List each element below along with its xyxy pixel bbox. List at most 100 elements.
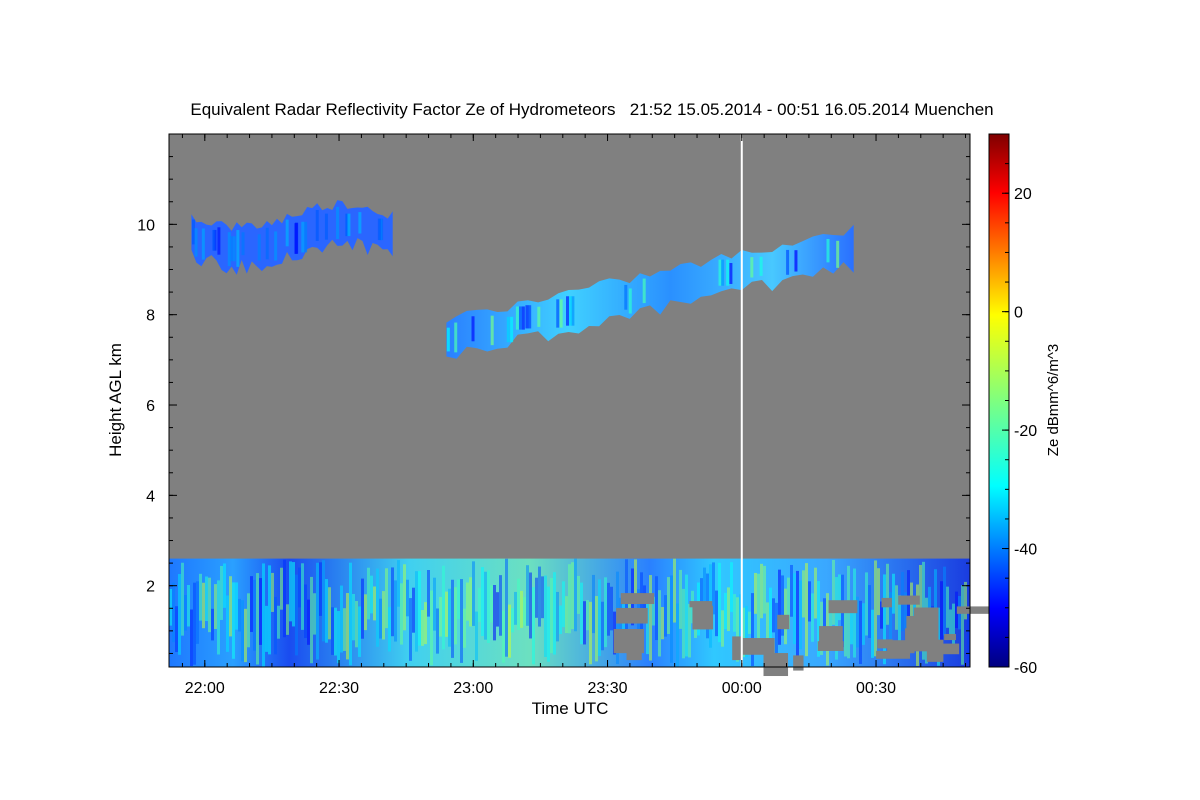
- echo-streak: [667, 577, 670, 634]
- echo-streak: [313, 593, 316, 635]
- echo-streak: [904, 592, 907, 629]
- echo-streak: [475, 611, 478, 661]
- echo-streak: [244, 608, 247, 663]
- echo-streak: [379, 598, 382, 639]
- echo-streak: [487, 570, 490, 643]
- echo-streak: [802, 570, 805, 618]
- echo-streak: [490, 585, 493, 623]
- echo-streak: [274, 596, 277, 655]
- echo-streak: [598, 579, 601, 657]
- echo-streak: [289, 561, 292, 622]
- echo-gap: [828, 600, 858, 614]
- echo-streak: [769, 587, 772, 652]
- echo-streak: [673, 558, 676, 623]
- y-axis-title: Height AGL km: [106, 343, 125, 457]
- echo-regions: [169, 200, 990, 677]
- echo-streak: [718, 259, 722, 286]
- echo-streak: [856, 596, 859, 648]
- echo-streak: [790, 564, 793, 617]
- echo-streak: [367, 567, 370, 620]
- echo-streak: [550, 577, 553, 654]
- echo-streak: [718, 562, 721, 643]
- echo-streak: [649, 575, 652, 661]
- echo-streak: [169, 588, 172, 626]
- echo-streak: [652, 596, 655, 626]
- echo-streak: [451, 579, 454, 658]
- echo-streak: [514, 591, 517, 625]
- echo-streak: [190, 609, 193, 666]
- echo-streak: [388, 607, 391, 652]
- echo-streak: [937, 607, 940, 666]
- echo-streak: [241, 600, 244, 662]
- echo-streak: [268, 565, 271, 655]
- echo-streak: [670, 575, 673, 663]
- echo-streak: [589, 601, 592, 665]
- echo-streak: [238, 598, 241, 632]
- echo-streak: [316, 562, 319, 660]
- echo-streak: [763, 565, 766, 614]
- echo-streak: [194, 228, 198, 257]
- echo-streak: [265, 605, 268, 652]
- echo-streak: [347, 213, 351, 237]
- echo-streak: [559, 299, 563, 328]
- echo-streak: [187, 585, 190, 627]
- echo-streak: [454, 322, 458, 353]
- echo-streak: [688, 603, 691, 658]
- echo-streak: [184, 595, 187, 631]
- echo-streak: [201, 228, 205, 260]
- echo-streak: [229, 236, 233, 262]
- echo-streak: [794, 250, 798, 272]
- echo-streak: [712, 562, 715, 615]
- echo-streak: [895, 585, 898, 630]
- echo-streak: [256, 573, 259, 665]
- echo-streak: [319, 562, 322, 616]
- echo-streak: [595, 596, 598, 662]
- echo-streak: [859, 600, 862, 665]
- echo-gap: [887, 640, 915, 654]
- echo-streak: [547, 586, 550, 662]
- echo-streak: [730, 562, 733, 612]
- echo-streak: [345, 213, 349, 237]
- echo-streak: [301, 221, 305, 253]
- echo-streak: [826, 238, 830, 263]
- echo-streak: [757, 573, 760, 649]
- echo-streak: [358, 212, 362, 234]
- echo-streak: [310, 576, 313, 664]
- echo-streak: [836, 240, 840, 268]
- echo-gap: [956, 606, 990, 614]
- y-tick-label: 2: [146, 579, 155, 596]
- colorbar-title: Ze dBmm^6/m^3: [1045, 344, 1062, 456]
- echo-streak: [518, 306, 522, 330]
- echo-streak: [934, 569, 937, 628]
- echo-streak: [541, 576, 544, 619]
- echo-streak: [733, 594, 736, 632]
- echo-streak: [544, 575, 547, 657]
- echo-streak: [685, 574, 688, 657]
- echo-streak: [415, 571, 418, 652]
- echo-streak: [886, 563, 889, 625]
- echo-streak: [607, 582, 610, 636]
- echo-streak: [280, 567, 283, 610]
- echo-streak: [568, 564, 571, 634]
- echo-streak: [229, 576, 232, 637]
- echo-streak: [331, 607, 334, 655]
- echo-streak: [742, 607, 745, 658]
- echo-streak: [257, 234, 261, 261]
- echo-streak: [838, 574, 841, 621]
- echo-streak: [808, 581, 811, 622]
- echo-streak: [325, 579, 328, 643]
- echo-gap: [620, 593, 655, 605]
- echo-streak: [751, 593, 754, 666]
- echo-streak: [553, 572, 556, 655]
- echo-streak: [283, 559, 286, 638]
- echo-streak: [217, 580, 220, 655]
- echo-streak: [193, 582, 196, 665]
- echo-streak: [370, 575, 373, 614]
- echo-streak: [454, 587, 457, 645]
- echo-streak: [442, 565, 445, 650]
- echo-streak: [568, 296, 572, 326]
- echo-streak: [604, 577, 607, 648]
- echo-streak: [646, 596, 649, 655]
- echo-streak: [457, 579, 460, 620]
